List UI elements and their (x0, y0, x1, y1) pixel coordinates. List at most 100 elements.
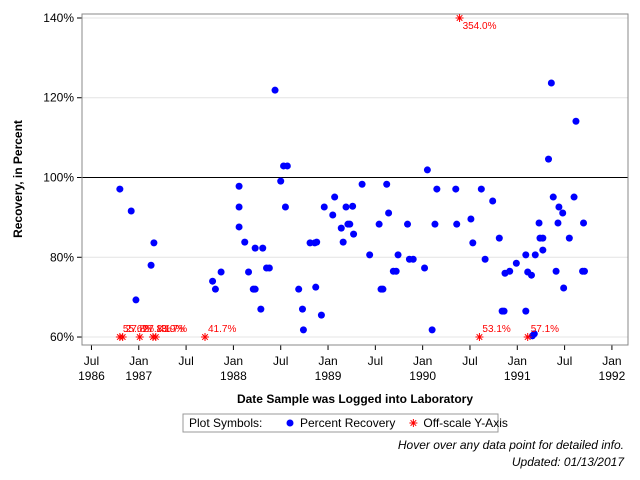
data-point[interactable] (452, 185, 460, 193)
data-point[interactable] (257, 305, 265, 313)
x-tick-label: Jul (178, 354, 193, 368)
data-point[interactable] (392, 267, 400, 275)
data-point[interactable] (560, 284, 568, 292)
data-point[interactable] (580, 267, 588, 275)
data-point[interactable] (469, 239, 477, 247)
data-point[interactable] (423, 166, 431, 174)
data-point[interactable] (530, 330, 538, 338)
data-point[interactable] (539, 234, 547, 242)
data-point[interactable] (385, 209, 393, 217)
data-point[interactable] (535, 219, 543, 227)
data-point[interactable] (339, 238, 347, 246)
data-point[interactable] (259, 244, 267, 252)
data-point[interactable] (489, 197, 497, 205)
x-tick-label: Jan 1990 (409, 354, 436, 383)
off-scale-point[interactable] (201, 333, 210, 342)
data-point[interactable] (570, 193, 578, 201)
data-point[interactable] (346, 220, 354, 228)
off-scale-point[interactable] (148, 333, 157, 342)
data-point[interactable] (349, 202, 357, 210)
data-point[interactable] (116, 185, 124, 193)
data-point[interactable] (554, 219, 562, 227)
data-point[interactable] (565, 234, 573, 242)
data-point[interactable] (481, 255, 489, 263)
data-point[interactable] (453, 220, 461, 228)
data-point[interactable] (549, 193, 557, 201)
data-point[interactable] (235, 203, 243, 211)
data-point[interactable] (277, 177, 285, 185)
data-point[interactable] (211, 285, 219, 293)
off-scale-point[interactable] (475, 333, 484, 342)
data-point[interactable] (147, 261, 155, 269)
data-point[interactable] (217, 268, 225, 276)
data-point[interactable] (477, 185, 485, 193)
data-point[interactable] (512, 259, 520, 267)
data-point[interactable] (281, 203, 289, 211)
data-point[interactable] (235, 182, 243, 190)
data-point[interactable] (317, 311, 325, 319)
data-point[interactable] (329, 211, 337, 219)
data-point[interactable] (421, 264, 429, 272)
data-point[interactable] (313, 238, 321, 246)
data-point[interactable] (409, 255, 417, 263)
data-point[interactable] (366, 251, 374, 259)
data-point[interactable] (547, 79, 555, 87)
data-point[interactable] (527, 271, 535, 279)
x-tick-label: Jul (462, 354, 477, 368)
data-point[interactable] (342, 203, 350, 211)
data-point[interactable] (394, 251, 402, 259)
data-point[interactable] (379, 285, 387, 293)
x-tick-label: Jan 1989 (315, 354, 342, 383)
data-point[interactable] (283, 162, 291, 170)
data-point[interactable] (271, 86, 279, 94)
data-point[interactable] (467, 215, 475, 223)
off-scale-point[interactable] (455, 13, 464, 22)
data-point[interactable] (572, 117, 580, 125)
data-point[interactable] (552, 267, 560, 275)
data-point[interactable] (539, 246, 547, 254)
data-point[interactable] (127, 207, 135, 215)
data-point[interactable] (245, 268, 253, 276)
footnote: Hover over any data point for detailed i… (398, 438, 624, 452)
data-point[interactable] (500, 307, 508, 315)
data-point[interactable] (251, 285, 259, 293)
data-point[interactable] (522, 251, 530, 259)
data-point[interactable] (265, 264, 273, 272)
data-point[interactable] (241, 238, 249, 246)
data-point[interactable] (132, 296, 140, 304)
off-scale-point[interactable] (118, 333, 127, 342)
data-point[interactable] (555, 203, 563, 211)
data-point[interactable] (580, 219, 588, 227)
data-point[interactable] (350, 230, 358, 238)
data-point[interactable] (331, 193, 339, 201)
data-point[interactable] (312, 283, 320, 291)
data-point[interactable] (209, 277, 217, 285)
x-tick-label: Jan 1991 (504, 354, 531, 383)
data-point[interactable] (295, 285, 303, 293)
data-point[interactable] (320, 203, 328, 211)
data-point[interactable] (495, 234, 503, 242)
legend-symbol (286, 419, 294, 427)
data-point[interactable] (337, 224, 345, 232)
data-point[interactable] (358, 180, 366, 188)
data-point[interactable] (298, 305, 306, 313)
data-point[interactable] (433, 185, 441, 193)
data-point[interactable] (531, 251, 539, 259)
data-point[interactable] (559, 209, 567, 217)
y-tick-label: 120% (43, 91, 74, 105)
data-point[interactable] (235, 223, 243, 231)
data-point[interactable] (522, 307, 530, 315)
data-point[interactable] (299, 326, 307, 334)
data-point[interactable] (404, 220, 412, 228)
data-point[interactable] (150, 239, 158, 247)
data-point[interactable] (428, 326, 436, 334)
x-tick-label: Jan 1988 (220, 354, 247, 383)
data-point[interactable] (383, 180, 391, 188)
data-point[interactable] (431, 220, 439, 228)
data-point[interactable] (545, 155, 553, 163)
off-scale-point[interactable] (523, 333, 532, 342)
off-scale-point[interactable] (135, 333, 144, 342)
data-point[interactable] (506, 267, 514, 275)
data-point[interactable] (251, 244, 259, 252)
data-point[interactable] (375, 220, 383, 228)
